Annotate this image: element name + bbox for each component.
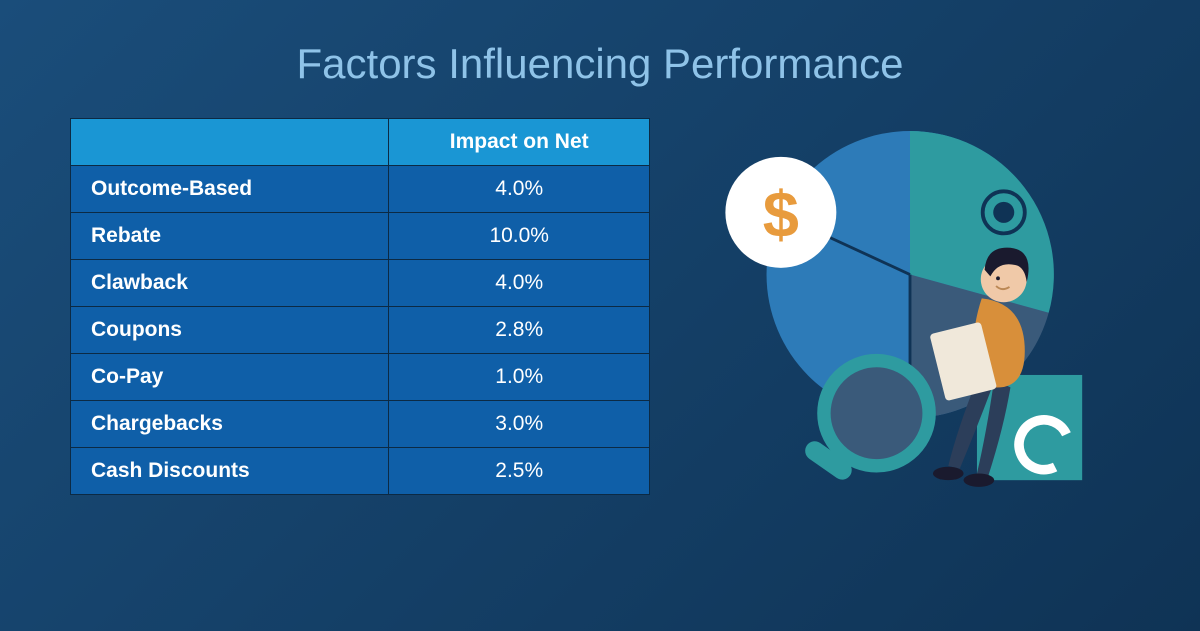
row-value: 4.0% [389,260,650,307]
row-label: Coupons [71,307,389,354]
row-value: 2.8% [389,307,650,354]
header-impact: Impact on Net [389,119,650,166]
factors-table: Impact on Net Outcome-Based 4.0% Rebate … [70,118,650,495]
row-value: 10.0% [389,213,650,260]
dollar-badge-icon: $ [725,157,836,268]
table-row: Chargebacks 3.0% [71,401,650,448]
header-blank [71,119,389,166]
table-header-row: Impact on Net [71,119,650,166]
row-value: 4.0% [389,166,650,213]
row-value: 2.5% [389,448,650,495]
row-label: Rebate [71,213,389,260]
table-row: Clawback 4.0% [71,260,650,307]
row-label: Clawback [71,260,389,307]
row-label: Outcome-Based [71,166,389,213]
table-row: Coupons 2.8% [71,307,650,354]
illustration: $ [690,118,1130,538]
table-row: Co-Pay 1.0% [71,354,650,401]
svg-text:$: $ [763,177,799,250]
row-label: Chargebacks [71,401,389,448]
factors-table-wrapper: Impact on Net Outcome-Based 4.0% Rebate … [70,118,650,495]
row-label: Co-Pay [71,354,389,401]
row-label: Cash Discounts [71,448,389,495]
table-row: Outcome-Based 4.0% [71,166,650,213]
row-value: 1.0% [389,354,650,401]
analytics-illustration: $ [690,98,1130,518]
content-row: Impact on Net Outcome-Based 4.0% Rebate … [0,118,1200,538]
table-row: Cash Discounts 2.5% [71,448,650,495]
table-row: Rebate 10.0% [71,213,650,260]
row-value: 3.0% [389,401,650,448]
